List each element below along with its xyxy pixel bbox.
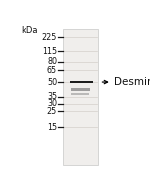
Text: 15: 15 — [47, 123, 57, 132]
Text: 35: 35 — [47, 92, 57, 101]
Text: 80: 80 — [47, 57, 57, 66]
Bar — [71, 88, 90, 91]
Text: kDa: kDa — [21, 26, 38, 35]
Bar — [70, 81, 93, 83]
Text: 65: 65 — [47, 66, 57, 75]
Text: 30: 30 — [47, 100, 57, 108]
Bar — [63, 29, 98, 165]
Text: 225: 225 — [42, 33, 57, 42]
Text: 50: 50 — [47, 78, 57, 87]
Bar — [71, 93, 88, 95]
Text: Desmin: Desmin — [114, 77, 150, 87]
Text: 115: 115 — [42, 47, 57, 56]
Text: 25: 25 — [47, 107, 57, 116]
